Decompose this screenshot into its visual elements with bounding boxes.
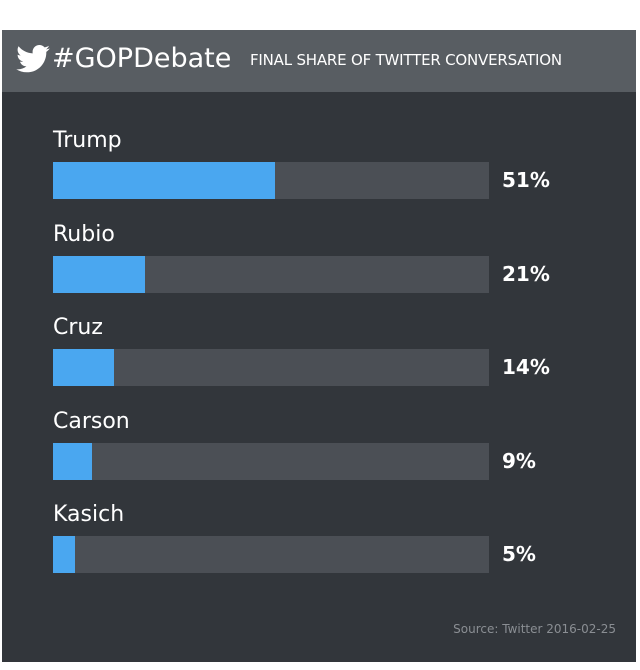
bar-cruz [53,349,115,387]
bar-label-kasich: Kasich [53,502,125,528]
bar-chart: Trump 51% Rubio 21% Cruz 14% Carson 9% Kasich 5% [2,92,636,592]
bar-track-carson [53,442,489,480]
bar-track-cruz [53,349,489,387]
bar-kasich [53,536,75,574]
bar-label-rubio: Rubio [53,221,115,247]
bar-track-kasich [53,536,489,574]
bar-track-rubio [53,255,489,293]
bar-track-trump [53,162,489,199]
bar-trump [53,162,276,199]
bar-carson [53,442,93,480]
bar-rubio [53,255,145,293]
value-label-trump: 51% [502,168,550,192]
bar-label-carson: Carson [53,408,130,434]
hashtag-title: #GOPDebate [52,43,232,74]
value-label-carson: 9% [502,448,536,473]
source-note: Source: Twitter 2016-02-25 [453,622,616,636]
value-label-cruz: 14% [502,355,550,380]
chart-subtitle: FINAL SHARE OF TWITTER CONVERSATION [250,51,562,69]
twitter-bird-icon [16,45,50,73]
value-label-kasich: 5% [502,542,536,567]
chart-card: #GOPDebate FINAL SHARE OF TWITTER CONVER… [2,30,636,662]
value-label-rubio: 21% [502,261,550,286]
chart-header: #GOPDebate FINAL SHARE OF TWITTER CONVER… [2,30,636,92]
bar-label-trump: Trump [53,128,122,153]
bar-label-cruz: Cruz [53,315,103,341]
